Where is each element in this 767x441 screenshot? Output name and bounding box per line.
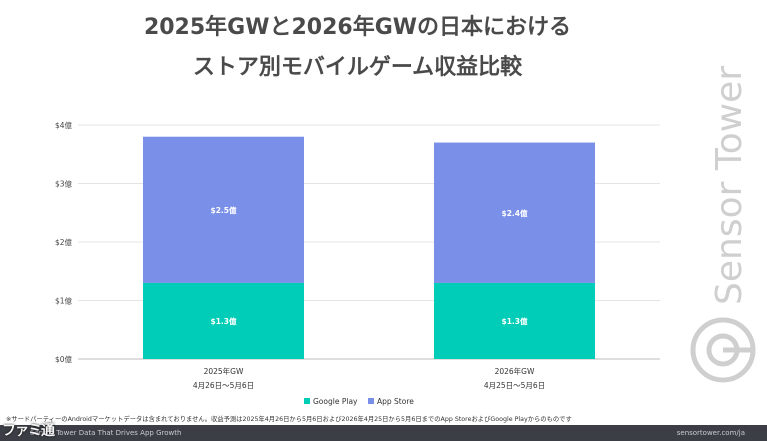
x-tick-label: 2026年GW: [495, 366, 535, 376]
watermark-text: Sensor Tower: [709, 66, 750, 305]
chart-title-line-1: 2025年GWと2026年GWの日本における: [143, 15, 572, 40]
publisher-logo: ファミ通: [2, 423, 55, 439]
stacked-bar-chart: $0億 $1億 $2億 $3億 $4億 $1.3億 $2.5億 2025年GW 4月26日〜5月…: [55, 120, 660, 406]
x-tick-sublabel: 4月25日〜5月6日: [484, 381, 545, 390]
bar-segment: [143, 282, 304, 359]
chart-title-line-2: ストア別モバイルゲーム収益比較: [192, 55, 523, 80]
legend-swatch: [304, 398, 310, 404]
x-tick-sublabel: 4月26日〜5月6日: [193, 381, 254, 390]
legend-swatch: [368, 398, 374, 404]
y-tick-label: $2億: [55, 237, 73, 247]
footnote: ※サードパーティーのAndroidマーケットデータは含まれておりません。収益予測…: [6, 416, 572, 423]
data-label: $2.4億: [501, 208, 528, 218]
bar-segment: [143, 136, 304, 283]
sensor-tower-logo-icon: [690, 317, 756, 383]
footer-tagline: Sensor Tower Data That Drives App Growth: [30, 429, 182, 437]
data-label: $2.5億: [210, 205, 237, 215]
data-label: $1.3億: [210, 316, 237, 326]
legend-label: App Store: [377, 397, 414, 406]
x-tick-label: 2025年GW: [204, 366, 244, 376]
data-label: $1.3億: [501, 316, 528, 326]
legend-label: Google Play: [313, 397, 358, 406]
y-tick-label: $3億: [55, 179, 73, 189]
y-tick-label: $1億: [55, 296, 73, 306]
y-tick-label: $4億: [55, 120, 73, 130]
footer-bar: Sensor Tower Data That Drives App Growth…: [0, 425, 767, 441]
footer-url[interactable]: sensortower.com/ja: [676, 429, 745, 437]
chart-title: 2025年GWと2026年GWの日本における ストア別モバイルゲーム収益比較: [0, 8, 715, 88]
bar-segment: [434, 142, 595, 283]
bar-segment: [434, 282, 595, 359]
y-tick-label: $0億: [55, 354, 73, 364]
sensor-tower-watermark: Sensor Tower: [690, 66, 756, 383]
